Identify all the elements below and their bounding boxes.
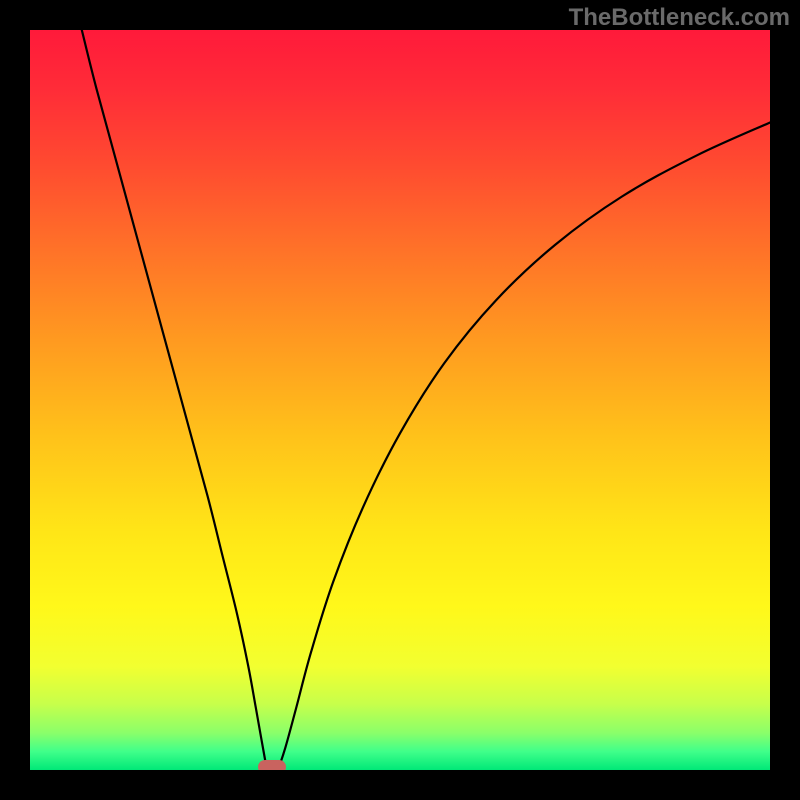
chart-canvas: TheBottleneck.com [0, 0, 800, 800]
watermark-text: TheBottleneck.com [569, 4, 790, 32]
optimal-point-marker [258, 760, 286, 770]
plot-area [30, 30, 770, 770]
bottleneck-curve [30, 30, 770, 770]
